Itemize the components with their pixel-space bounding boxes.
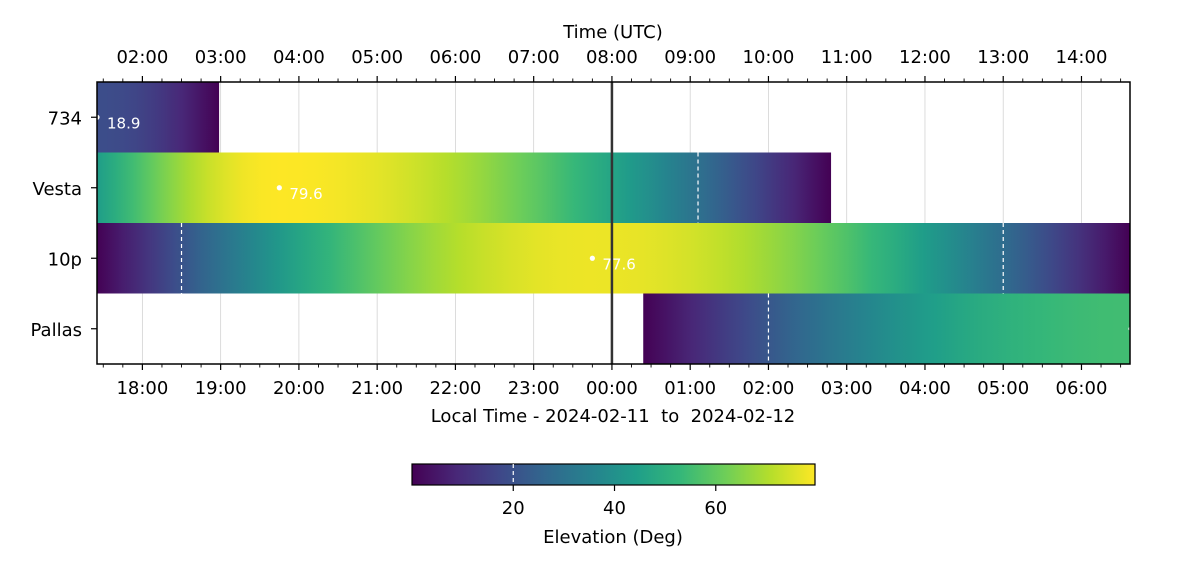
bottom-tick-label: 05:00: [977, 378, 1029, 399]
colorbar-gradient: [412, 464, 815, 485]
colorbar-frame: [411, 463, 816, 486]
peak-label: 77.6: [602, 255, 635, 273]
colorbar-tick-label: 40: [603, 498, 626, 519]
top-tick-label: 05:00: [351, 47, 403, 68]
top-tick-label: 09:00: [664, 47, 716, 68]
colorbar: 20 40 60: [411, 463, 816, 519]
bottom-tick-label: 19:00: [195, 378, 247, 399]
peak-marker: [276, 185, 282, 191]
bottom-tick-label: 20:00: [273, 378, 325, 399]
bottom-tick-label: 02:00: [743, 378, 795, 399]
peak-marker: [589, 255, 595, 261]
colorbar-tick-label: 20: [502, 498, 525, 519]
row-bar: [97, 223, 1130, 294]
top-tick-label: 04:00: [273, 47, 325, 68]
top-tick-label: 10:00: [743, 47, 795, 68]
bottom-tick-label: 00:00: [586, 378, 638, 399]
colorbar-title: Elevation (Deg): [543, 527, 683, 548]
bottom-tick-label: 06:00: [1056, 378, 1108, 399]
bottom-tick-label: 18:00: [116, 378, 168, 399]
category-label: Pallas: [31, 320, 83, 341]
bottom-tick-label: 01:00: [664, 378, 716, 399]
top-tick-label: 03:00: [195, 47, 247, 68]
bottom-tick-label: 23:00: [508, 378, 560, 399]
top-tick-label: 14:00: [1056, 47, 1108, 68]
row-bar: [97, 152, 832, 223]
top-tick-label: 07:00: [508, 47, 560, 68]
bottom-tick-label: 04:00: [899, 378, 951, 399]
top-axis-title: Time (UTC): [562, 22, 663, 43]
target-rows: 18.9 79.6 77.6: [94, 82, 1132, 364]
category-label: Vesta: [33, 179, 82, 200]
top-tick-label: 11:00: [821, 47, 873, 68]
colorbar-tick-label: 60: [704, 498, 727, 519]
category-label: 734: [48, 108, 82, 129]
peak-label: 18.9: [107, 114, 140, 132]
bottom-tick-label: 22:00: [429, 378, 481, 399]
category-label: 10p: [48, 249, 82, 270]
bottom-axis-title: Local Time - 2024-02-11 to 2024-02-12: [431, 406, 796, 427]
top-tick-label: 13:00: [977, 47, 1029, 68]
bottom-tick-label: 21:00: [351, 378, 403, 399]
top-tick-label: 12:00: [899, 47, 951, 68]
top-tick-label: 06:00: [429, 47, 481, 68]
top-tick-label: 02:00: [116, 47, 168, 68]
axis-ticks: 734 Vesta 10p Pallas 18:00 02:00 19:00 03:00 20:…: [31, 47, 1122, 399]
plot-frame: [96, 81, 1131, 365]
row-bar: [97, 82, 220, 153]
bottom-tick-label: 03:00: [821, 378, 873, 399]
row-bar: [643, 293, 1130, 364]
peak-label: 79.6: [289, 185, 322, 203]
top-tick-label: 08:00: [586, 47, 638, 68]
